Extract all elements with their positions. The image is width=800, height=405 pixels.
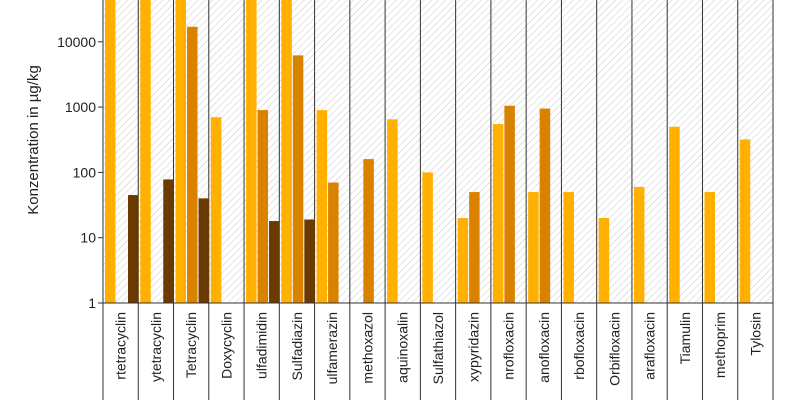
x-tick-label: Tylosin <box>747 312 763 356</box>
bar <box>387 119 398 303</box>
bar <box>175 0 187 303</box>
bar <box>328 182 339 303</box>
bar <box>422 172 433 303</box>
x-tick-label: nrofloxacin <box>501 312 517 380</box>
x-tick-label: methoxazol <box>359 312 375 384</box>
bar <box>257 110 269 303</box>
x-tick-label: Tiamulin <box>677 312 693 364</box>
bars-group <box>105 0 751 303</box>
x-tick-label: rtetracyclin <box>113 312 129 380</box>
y-tick-label: 10000 <box>57 34 96 50</box>
bar <box>528 192 539 303</box>
category-separators <box>102 0 774 400</box>
bar <box>269 221 280 303</box>
y-tick-label: 10 <box>80 230 96 246</box>
x-axis-labels: rtetracyclin ytetracyclin Tetracyclin Doxyc… <box>113 312 764 386</box>
y-tick-label: 100 <box>73 164 97 180</box>
bar <box>704 192 715 303</box>
x-tick-label: Doxycyclin <box>218 312 234 379</box>
bar <box>739 139 751 303</box>
bar <box>198 198 210 303</box>
bar <box>563 192 574 303</box>
bar <box>281 0 292 303</box>
bar <box>187 26 198 303</box>
x-tick-label: Sulfathiazol <box>430 312 446 384</box>
y-axis-title: Konzentration in µg/kg <box>25 65 42 215</box>
x-tick-label: aquinoxalin <box>395 312 411 383</box>
bar <box>210 117 222 303</box>
x-tick-label: Sulfadiazin <box>289 312 305 381</box>
y-tick-label: 1 <box>88 295 96 311</box>
bar <box>492 124 504 303</box>
bar <box>105 0 116 303</box>
x-tick-label: Orbifloxacin <box>606 312 622 386</box>
bar <box>633 186 645 303</box>
bar <box>539 108 551 303</box>
bar <box>316 110 328 303</box>
bar <box>163 179 174 303</box>
bar <box>292 55 304 303</box>
x-tick-label: rbofloxacin <box>571 312 587 380</box>
x-tick-label: ulfamerazin <box>324 312 340 384</box>
x-tick-label: Tetracyclin <box>183 312 199 378</box>
bar <box>504 105 515 303</box>
y-tick-label: 1000 <box>65 99 96 115</box>
bar <box>469 192 480 303</box>
x-tick-label: ytetracyclin <box>148 312 164 382</box>
y-axis-ticks: 1 10 100 1000 10000 <box>57 34 103 311</box>
x-tick-label: methoprim <box>712 312 728 378</box>
bar <box>140 0 151 303</box>
x-tick-label: ulfadimidin <box>254 312 270 379</box>
x-tick-label: anofloxacin <box>536 312 552 383</box>
bar <box>128 195 139 303</box>
bar <box>246 0 257 303</box>
bar <box>363 159 374 303</box>
bar <box>304 219 315 303</box>
x-tick-label: arafloxacin <box>642 312 658 380</box>
bar <box>669 126 680 303</box>
bar <box>457 218 469 303</box>
x-tick-label: xypyridazin <box>465 312 481 382</box>
bar <box>598 218 610 303</box>
